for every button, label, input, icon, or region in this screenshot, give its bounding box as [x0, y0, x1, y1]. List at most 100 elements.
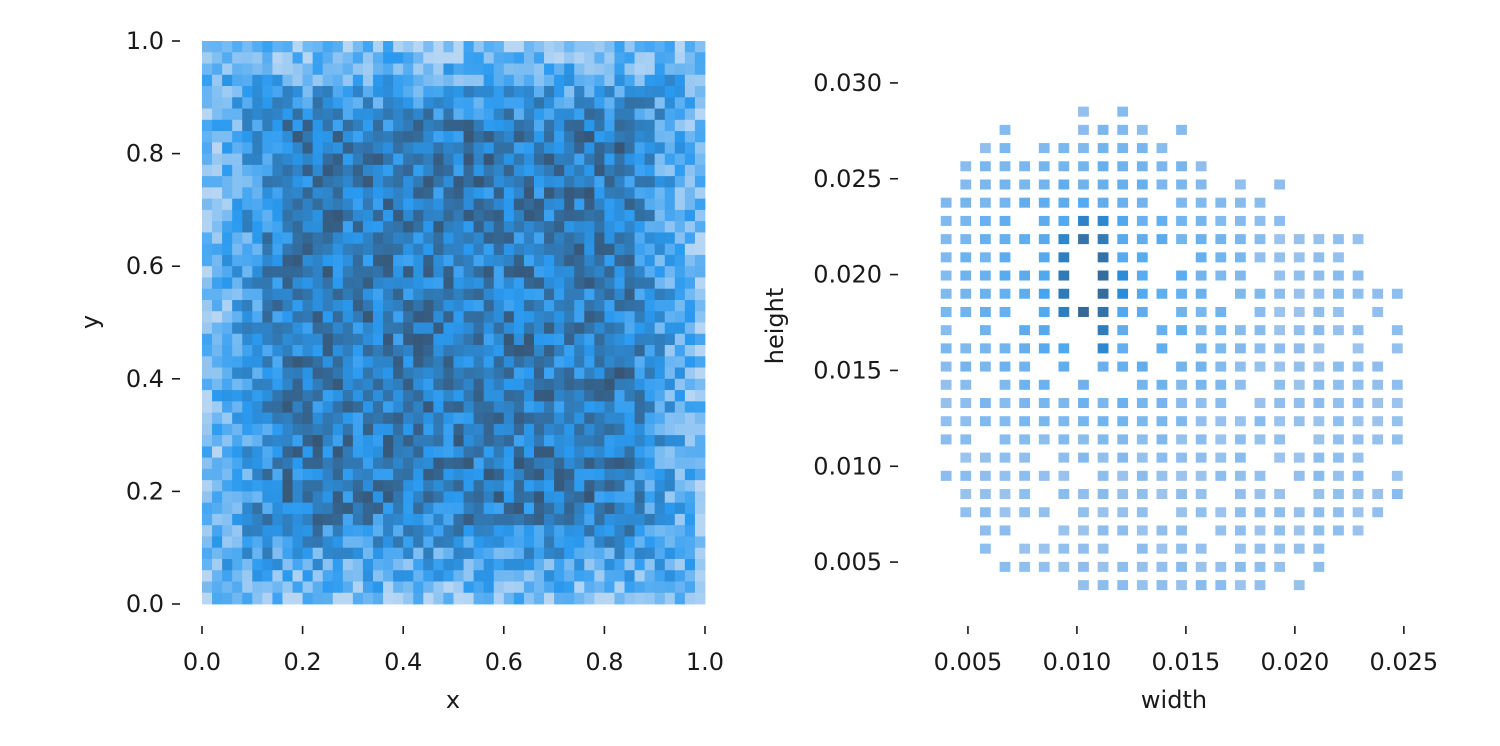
xy-heatmap-cell: [383, 536, 394, 549]
xy-heatmap-cell: [232, 232, 243, 245]
xy-heatmap-cell: [554, 266, 565, 278]
xy-heatmap-cell: [634, 232, 646, 245]
xy-heatmap-cell: [383, 63, 394, 76]
xy-heatmap-cell: [312, 299, 324, 312]
xy-heatmap-cell: [232, 41, 243, 53]
xy-heatmap-cell: [644, 570, 656, 582]
xy-heatmap-cell: [362, 502, 374, 515]
xy-heatmap-cell: [533, 221, 545, 233]
width-height-heatmap-cell: [999, 489, 1011, 500]
xy-heatmap-cell: [694, 266, 706, 278]
xy-heatmap-cell: [574, 367, 585, 380]
xy-heatmap-cell: [202, 243, 213, 256]
xy-heatmap-cell: [443, 41, 454, 53]
xy-heatmap-cell: [272, 119, 283, 132]
xy-heatmap-cell: [393, 378, 404, 391]
xy-heatmap-cell: [564, 558, 575, 571]
xy-heatmap-cell: [443, 333, 454, 346]
xy-heatmap-cell: [473, 299, 485, 312]
xy-heatmap-cell: [322, 142, 334, 154]
xy-heatmap-cell: [352, 97, 364, 109]
xy-heatmap-cell: [523, 502, 535, 515]
xy-heatmap-cell: [554, 423, 565, 436]
xy-heatmap-cell: [413, 277, 424, 290]
xy-heatmap-cell: [332, 288, 344, 301]
xy-heatmap-cell: [413, 581, 424, 594]
width-height-heatmap-cell: [1313, 343, 1325, 354]
xy-heatmap-cell: [453, 131, 464, 143]
xy-heatmap-cell: [654, 63, 666, 76]
xy-heatmap-cell: [513, 592, 525, 605]
xy-heatmap-cell: [604, 311, 615, 323]
xy-heatmap-cell: [282, 423, 293, 436]
xy-heatmap-cell: [393, 457, 404, 470]
xy-heatmap-cell: [483, 491, 495, 504]
xy-heatmap-cell: [614, 198, 625, 211]
width-height-heatmap-cell: [1117, 288, 1129, 299]
xy-heatmap-cell: [493, 378, 505, 391]
xy-heatmap-cell: [383, 86, 394, 98]
xy-heatmap-cell: [433, 221, 444, 233]
xy-heatmap-cell: [684, 52, 696, 64]
xy-heatmap-cell: [403, 367, 414, 380]
xy-heatmap-cell: [674, 570, 686, 582]
xy-heatmap-cell: [584, 592, 595, 605]
xy-heatmap-cell: [443, 345, 454, 357]
xy-heatmap-cell: [554, 525, 565, 537]
xy-heatmap-cell: [383, 468, 394, 481]
width-height-heatmap-cell: [1058, 489, 1070, 500]
xy-heatmap-cell: [282, 536, 293, 549]
width-height-heatmap-cell: [1333, 397, 1344, 408]
xy-heatmap-cell: [674, 119, 686, 132]
xy-heatmap-cell: [282, 74, 293, 87]
xy-heatmap-cell: [453, 142, 464, 154]
xy-heatmap-cell: [644, 547, 656, 560]
width-height-heatmap-cell: [960, 434, 972, 445]
width-height-heatmap-cell: [1078, 143, 1089, 154]
xy-heatmap-cell: [664, 468, 676, 481]
xy-heatmap-cell: [322, 446, 334, 459]
xy-heatmap-cell: [302, 547, 314, 560]
xy-heatmap-cell: [624, 435, 635, 447]
xy-heatmap-cell: [554, 468, 565, 481]
xy-heatmap-cell: [564, 457, 575, 470]
xy-heatmap-cell: [674, 52, 686, 64]
xy-heatmap-cell: [453, 525, 464, 537]
xy-heatmap-cell: [302, 198, 314, 211]
xy-heatmap-cell: [342, 74, 354, 87]
xy-heatmap-cell: [312, 412, 324, 425]
xy-heatmap-cell: [493, 558, 505, 571]
xy-heatmap-cell: [232, 74, 243, 87]
xy-heatmap-cell: [242, 131, 253, 143]
xy-heatmap-cell: [332, 367, 344, 380]
xy-heatmap-cell: [332, 254, 344, 267]
xy-heatmap-cell: [604, 367, 615, 380]
xy-heatmap-cell: [312, 435, 324, 447]
width-height-heatmap-cell: [1195, 197, 1207, 208]
width-height-heatmap-cell: [1215, 343, 1227, 354]
xy-heatmap-cell: [332, 412, 344, 425]
xy-heatmap-cell: [272, 299, 283, 312]
xy-heatmap-cell: [202, 322, 213, 335]
xy-heatmap-cell: [564, 221, 575, 233]
xy-heatmap-cell: [212, 232, 223, 245]
xy-heatmap-cell: [684, 198, 696, 211]
xy-heatmap-cell: [443, 131, 454, 143]
xy-heatmap-cell: [624, 345, 635, 357]
xy-heatmap-cell: [674, 266, 686, 278]
xy-heatmap-cell: [312, 277, 324, 290]
xy-heatmap-cell: [473, 525, 485, 537]
xy-heatmap-cell: [674, 164, 686, 177]
xy-heatmap-cell: [533, 401, 545, 413]
xy-heatmap-cell: [443, 401, 454, 413]
xy-heatmap-cell: [513, 401, 525, 413]
width-height-heatmap-cell: [999, 288, 1011, 299]
xy-heatmap-cell: [292, 97, 303, 109]
xy-heatmap-cell: [513, 176, 525, 188]
xy-heatmap-cell: [594, 378, 605, 391]
xy-heatmap-cell: [594, 311, 605, 323]
xy-heatmap-cell: [212, 254, 223, 267]
width-height-heatmap-cell: [1234, 288, 1246, 299]
xy-heatmap-cell: [614, 547, 625, 560]
width-height-heatmap-cell: [1333, 525, 1344, 536]
